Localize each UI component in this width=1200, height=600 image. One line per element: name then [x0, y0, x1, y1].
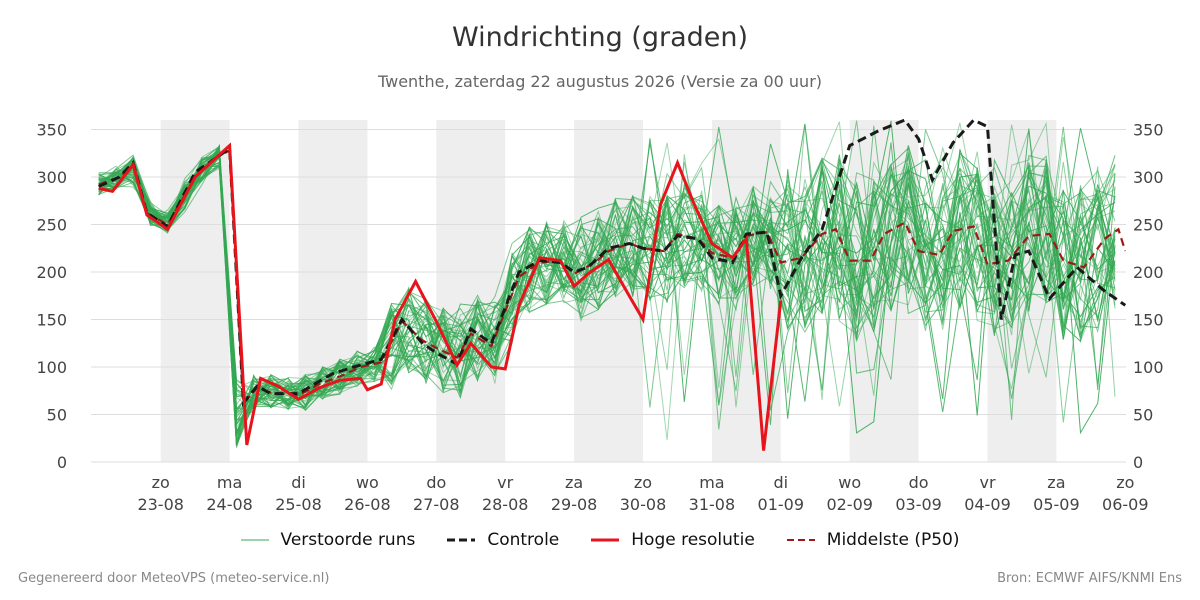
y-tick-left: 200	[36, 263, 67, 282]
ensemble-member-line	[98, 153, 1116, 436]
y-tick-right: 200	[1133, 263, 1164, 282]
legend: Verstoorde runs Controle Hoge resolutie …	[0, 530, 1200, 550]
chart-title: Windrichting (graden)	[451, 22, 749, 53]
legend-label-ensemble: Verstoorde runs	[280, 530, 416, 550]
y-tick-right: 300	[1133, 168, 1164, 187]
x-tick-day: ma	[699, 473, 724, 492]
legend-label-control: Controle	[487, 530, 560, 550]
control-line	[98, 118, 1126, 408]
x-tick-day: zo	[634, 473, 652, 492]
legend-label-hires: Hoge resolutie	[631, 530, 755, 550]
x-tick-day: di	[291, 473, 306, 492]
chart-subtitle: Twenthe, zaterdag 22 augustus 2026 (Vers…	[377, 72, 823, 91]
x-tick-date: 25-08	[275, 495, 322, 514]
footer-credit: Gegenereerd door MeteoVPS (meteo-service…	[18, 571, 330, 586]
x-tick-day: do	[426, 473, 446, 492]
y-tick-right: 100	[1133, 358, 1164, 377]
x-tick-date: 28-08	[482, 495, 529, 514]
y-tick-left: 100	[36, 358, 67, 377]
x-tick-day: zo	[1116, 473, 1134, 492]
y-tick-left: 350	[36, 121, 67, 140]
y-tick-left: 300	[36, 168, 67, 187]
ensemble-member-line	[98, 158, 1116, 436]
x-tick-day: wo	[356, 473, 379, 492]
y-tick-right: 350	[1133, 121, 1164, 140]
x-tick-date: 03-09	[895, 495, 942, 514]
y-tick-left: 250	[36, 216, 67, 235]
x-tick-day: wo	[838, 473, 861, 492]
x-tick-date: 26-08	[344, 495, 391, 514]
x-tick-day: do	[909, 473, 929, 492]
legend-item-control[interactable]: Controle	[447, 530, 559, 550]
ensemble-member-line	[98, 136, 1116, 400]
legend-swatch-ensemble	[240, 539, 269, 541]
x-tick-day: ma	[217, 473, 242, 492]
ensemble-member-line	[98, 143, 1116, 410]
x-tick-date: 05-09	[1033, 495, 1080, 514]
x-tick-date: 29-08	[551, 495, 598, 514]
legend-item-ensemble[interactable]: Verstoorde runs	[240, 530, 416, 550]
legend-item-hires[interactable]: Hoge resolutie	[591, 530, 755, 550]
x-tick-day: vr	[497, 473, 513, 492]
y-tick-right: 50	[1133, 406, 1153, 425]
x-tick-day: za	[565, 473, 583, 492]
x-tick-day: vr	[979, 473, 995, 492]
x-tick-day: zo	[152, 473, 170, 492]
x-tick-date: 31-08	[689, 495, 736, 514]
x-tick-date: 01-09	[758, 495, 805, 514]
ensemble-member-line	[98, 151, 1116, 406]
y-tick-right: 250	[1133, 216, 1164, 235]
x-tick-date: 27-08	[413, 495, 460, 514]
x-tick-date: 30-08	[620, 495, 667, 514]
shaded-period-1	[298, 120, 368, 462]
x-tick-date: 02-09	[826, 495, 873, 514]
hires-line	[98, 142, 783, 451]
y-tick-left: 150	[36, 311, 67, 330]
footer-source: Bron: ECMWF AIFS/KNMI Ens	[997, 571, 1182, 586]
main-series-group	[98, 118, 1126, 451]
legend-swatch-median	[786, 539, 815, 541]
legend-item-median[interactable]: Middelste (P50)	[786, 530, 960, 550]
x-tick-date: 23-08	[137, 495, 184, 514]
y-tick-right: 150	[1133, 311, 1164, 330]
y-tick-left: 50	[47, 406, 67, 425]
x-tick-date: 04-09	[964, 495, 1011, 514]
shaded-period-2	[436, 120, 506, 462]
y-tick-left: 0	[57, 453, 67, 472]
x-tick-day: di	[773, 473, 788, 492]
x-tick-date: 24-08	[206, 495, 253, 514]
x-tick-day: za	[1047, 473, 1065, 492]
x-tick-date: 06-09	[1102, 495, 1149, 514]
legend-label-median: Middelste (P50)	[826, 530, 960, 550]
legend-swatch-hires	[591, 538, 620, 542]
legend-swatch-control	[447, 538, 476, 542]
y-tick-right: 0	[1133, 453, 1143, 472]
ensemble-member-line	[98, 145, 1116, 408]
